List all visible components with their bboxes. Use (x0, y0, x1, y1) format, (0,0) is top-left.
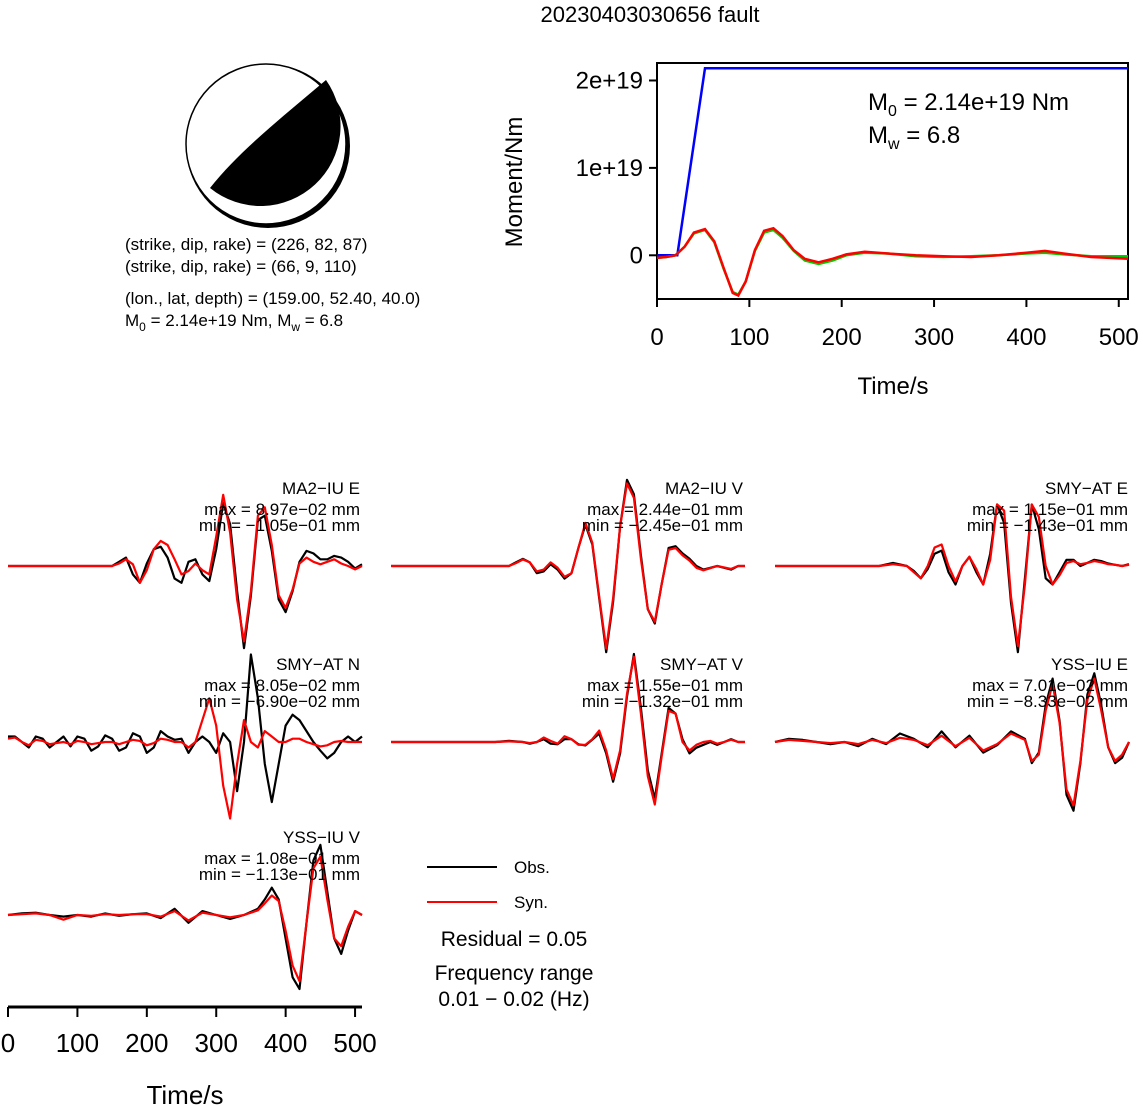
mechanism-moment: M0 = 2.14e+19 Nm, Mw = 6.8 (125, 311, 343, 334)
station-max: max = 1.08e−01 mm (204, 849, 360, 868)
station-max: max = 8.97e−02 mm (204, 500, 360, 519)
station-max: max = 8.05e−02 mm (204, 676, 360, 695)
waveform-x-tick-label: 100 (56, 1028, 99, 1058)
station-min: min = −8.33e−02 mm (967, 692, 1128, 711)
moment-x-tick-label: 100 (729, 324, 769, 351)
station-min: min = −1.13e−01 mm (199, 865, 360, 884)
station-label: SMY−AT E (1045, 479, 1128, 498)
mechanism-location: (lon., lat, depth) = (159.00, 52.40, 40.… (125, 289, 420, 308)
mechanism-line-2: (strike, dip, rake) = (66, 9, 110) (125, 257, 357, 276)
moment-ylabel: Moment/Nm (501, 117, 528, 248)
waveform-x-axis: Time/s 0 100 200 300 400 500 (1, 1005, 377, 1106)
moment-x-tick-label: 300 (914, 324, 954, 351)
station-min: min = −2.45e−01 mm (582, 516, 743, 535)
beachball-compression-quadrant (210, 80, 341, 206)
moment-chart: Moment/Nm Time/s M0 = 2.14e+19 Nm Mw = 6… (501, 62, 1139, 400)
waveform-x-tick-label: 0 (1, 1028, 15, 1058)
synthetic-waveform (7, 855, 363, 983)
figure-title: 20230403030656 fault (541, 2, 760, 27)
legend: Obs. Syn. Residual = 0.05 Frequency rang… (427, 858, 593, 1011)
station-min: min = −1.32e−01 mm (582, 692, 743, 711)
synthetic-waveform (7, 697, 362, 820)
waveform-x-tick-label: 200 (125, 1028, 168, 1058)
frequency-title: Frequency range (435, 962, 594, 985)
waveform-xlabel: Time/s (146, 1080, 223, 1106)
station-min: min = −6.90e−02 mm (199, 692, 360, 711)
moment-x-tick-label: 400 (1006, 324, 1046, 351)
station-min: min = −1.43e−01 mm (967, 516, 1128, 535)
synthetic-waveform (391, 655, 745, 806)
station-label: MA2−IU E (282, 479, 360, 498)
waveform-x-tick-label: 400 (264, 1028, 307, 1058)
synthetic-waveform (775, 503, 1130, 648)
moment-x-tick-label: 500 (1099, 324, 1139, 351)
station-label: YSS−IU V (283, 828, 361, 847)
station-label: SMY−AT N (276, 655, 360, 674)
station-max: max = 1.55e−01 mm (587, 676, 743, 695)
moment-series-moment (657, 66, 1128, 257)
waveform-x-tick-label: 300 (195, 1028, 238, 1058)
moment-m0-annotation: M0 = 2.14e+19 Nm (868, 89, 1069, 120)
moment-y-tick-label: 0 (630, 242, 643, 269)
station-max: max = 1.15e−01 mm (972, 500, 1128, 519)
station-label: SMY−AT V (660, 655, 744, 674)
moment-y-tick-label: 2e+19 (576, 67, 643, 94)
moment-xlabel: Time/s (857, 373, 928, 400)
frequency-range: 0.01 − 0.02 (Hz) (438, 988, 589, 1011)
station-label: YSS−IU E (1051, 655, 1128, 674)
synthetic-waveform (391, 482, 745, 650)
synthetic-waveform (774, 677, 1130, 807)
mechanism-info: (strike, dip, rake) = (226, 82, 87) (str… (125, 235, 420, 334)
moment-x-tick-label: 200 (822, 324, 862, 351)
beachball (185, 63, 350, 228)
moment-plot-frame (656, 62, 1129, 300)
moment-x-tick-label: 0 (650, 324, 663, 351)
waveform-x-tick-label: 500 (333, 1028, 376, 1058)
mechanism-line-1: (strike, dip, rake) = (226, 82, 87) (125, 235, 367, 254)
residual-text: Residual = 0.05 (441, 928, 588, 951)
synthetic-waveform (8, 493, 363, 643)
station-label: MA2−IU V (665, 479, 744, 498)
station-min: min = −1.05e−01 mm (199, 516, 360, 535)
moment-series-stf_green (657, 228, 1128, 297)
station-max: max = 2.44e−01 mm (587, 500, 743, 519)
moment-mw-annotation: Mw = 6.8 (868, 122, 960, 153)
legend-obs-label: Obs. (514, 858, 550, 877)
moment-series-syn (657, 226, 1128, 298)
moment-y-tick-label: 1e+19 (576, 155, 643, 182)
station-max: max = 7.01e−02 mm (972, 676, 1128, 695)
legend-syn-label: Syn. (514, 893, 548, 912)
